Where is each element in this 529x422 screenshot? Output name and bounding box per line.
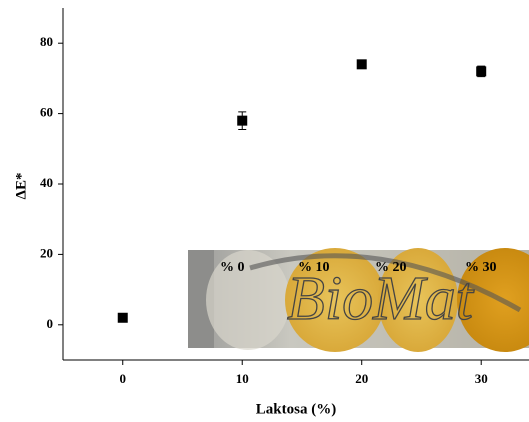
- point: [356, 59, 367, 70]
- x-tick-label: 0: [119, 371, 126, 386]
- point: [476, 66, 487, 77]
- y-tick-label: 60: [40, 105, 53, 120]
- inset-label: % 20: [375, 260, 407, 275]
- y-tick-label: 0: [47, 316, 54, 331]
- x-axis-title: Laktosa (%): [256, 401, 336, 417]
- point: [117, 312, 128, 323]
- x-tick-label: 20: [355, 371, 368, 386]
- inset-label: % 10: [298, 260, 330, 275]
- inset-label: % 30: [465, 260, 497, 275]
- y-axis-title: ΔE*: [13, 173, 29, 200]
- y-tick-label: 20: [40, 245, 53, 260]
- x-tick-label: 10: [236, 371, 249, 386]
- inset-watermark: BioMat: [287, 265, 475, 333]
- x-tick-label: 30: [475, 371, 488, 386]
- inset-label: % 0: [220, 260, 245, 275]
- y-tick-label: 40: [40, 175, 53, 190]
- point: [237, 115, 248, 126]
- y-tick-label: 80: [40, 34, 53, 49]
